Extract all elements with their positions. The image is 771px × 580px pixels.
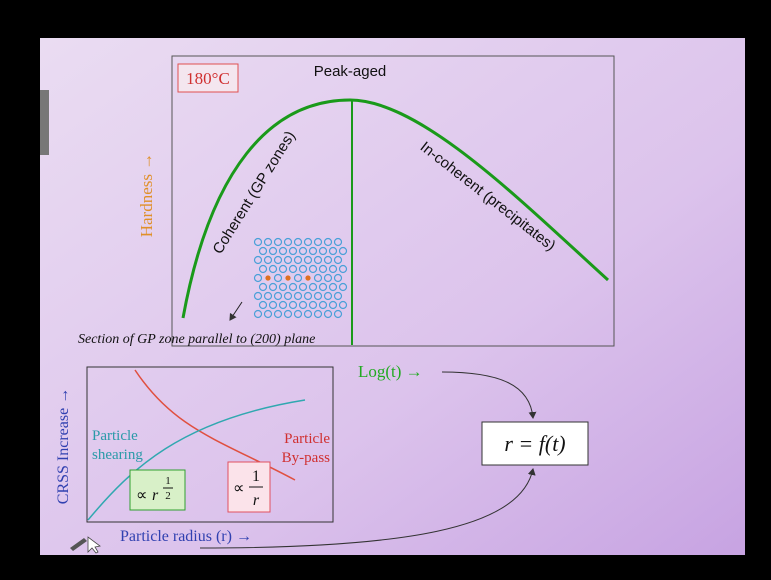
temperature: 180°C [186, 69, 230, 88]
bypass-label: Particle [284, 431, 330, 447]
solute-atom [266, 276, 270, 280]
side-tab [40, 90, 49, 155]
exponent-numerator: 1 [165, 475, 171, 487]
hardness-label: Hardness → [137, 153, 156, 238]
shearing-label: Particle [92, 428, 138, 444]
shearing-label: shearing [92, 447, 143, 463]
peak-label: Peak-aged [314, 63, 387, 80]
proportional-symbol: ∝ [233, 480, 244, 497]
crss-label: CRSS Increase → [55, 388, 72, 504]
scaling-base: r [152, 487, 159, 504]
fraction-numerator: 1 [252, 468, 260, 485]
relation: r = f(t) [504, 431, 565, 456]
exponent-denominator: 2 [165, 490, 171, 502]
radius-label: Particle radius (r) → [120, 528, 252, 545]
log-t-label: Log(t) → [358, 362, 423, 381]
proportional-symbol: ∝ [136, 487, 147, 504]
inset-caption: Section of GP zone parallel to (200) pla… [78, 332, 315, 347]
bypass-label: By-pass [282, 450, 330, 466]
solute-atom [306, 276, 310, 280]
solute-atom [286, 276, 290, 280]
fraction-denominator: r [253, 492, 260, 509]
screen: 180°C Peak-aged Hardness → Coherent (GP … [0, 0, 771, 580]
